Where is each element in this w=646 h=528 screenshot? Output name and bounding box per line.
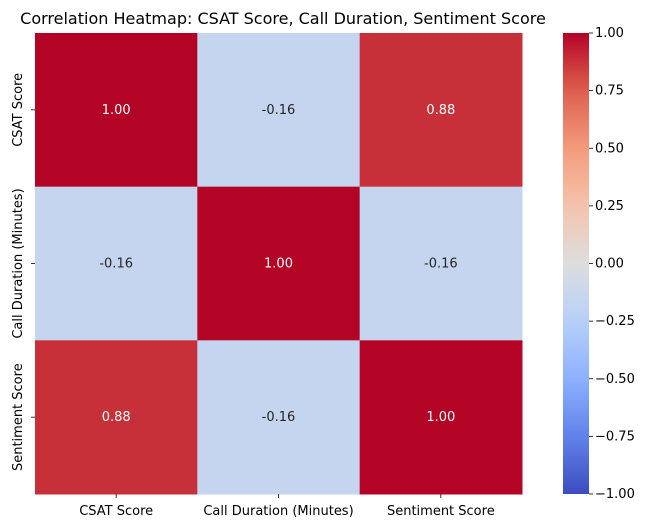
heatmap-cell [197,186,361,341]
colorbar-tick-label: 0.25 [595,199,624,214]
colorbar-tick-label: 0.75 [595,84,624,99]
y-tick-label: CSAT Score [11,73,26,147]
heatmap-cell [359,186,523,341]
x-tick-label: Call Duration (Minutes) [203,504,353,519]
x-tick-label: Sentiment Score [387,504,495,519]
colorbar-tick-label: −0.75 [595,429,635,444]
cell-value-label: 1.00 [102,103,131,118]
heatmap-cell [35,340,198,495]
cell-value-label: -0.16 [99,257,133,272]
cell-value-label: -0.16 [262,103,296,118]
y-tick-label: Call Duration (Minutes) [11,188,26,338]
colorbar-tick-label: 1.00 [595,26,624,41]
cell-value-label: 0.88 [426,103,455,118]
colorbar-tick-label: −0.50 [595,372,635,387]
heatmap-cell [359,33,523,188]
colorbar-tick-label: −0.25 [595,314,635,329]
heatmap-cell [359,340,523,495]
heatmap-cell [35,186,198,341]
heatmap-cell [197,340,361,495]
colorbar [563,33,589,494]
heatmap-cell [197,33,361,188]
colorbar-tick-label: 0.00 [595,257,624,272]
x-axis: CSAT Score Call Duration (Minutes) Sentime… [79,494,495,519]
cell-value-label: 1.00 [426,410,455,425]
heatmap-cells: 1.00 -0.16 0.88 -0.16 1.00 -0.16 0.88 -0.16 1.00 [35,33,523,495]
cell-value-label: 0.88 [102,410,131,425]
chart-title: Correlation Heatmap: CSAT Score, Call Du… [20,9,546,28]
y-axis: CSAT Score Call Duration (Minutes) Sentime… [11,73,35,471]
cell-value-label: -0.16 [262,410,296,425]
colorbar-tick-label: −1.00 [595,487,635,502]
colorbar-ticks: 1.00 0.75 0.50 0.25 0.00 −0.25 −0.50 −0.75 −1.00 [589,26,635,502]
colorbar-tick-label: 0.50 [595,141,624,156]
cell-value-label: -0.16 [424,257,458,272]
heatmap-cell [35,33,198,188]
cell-value-label: 1.00 [264,257,293,272]
x-tick-label: CSAT Score [79,504,153,519]
y-tick-label: Sentiment Score [11,363,26,471]
